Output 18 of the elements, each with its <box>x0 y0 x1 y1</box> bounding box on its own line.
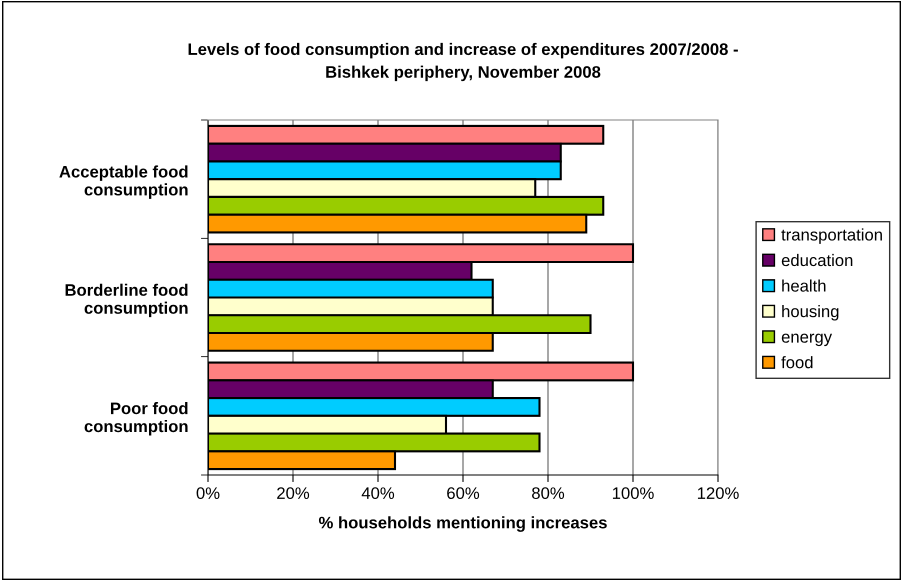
x-tick-label: 80% <box>532 487 564 500</box>
legend-label: health <box>782 279 826 292</box>
x-tick-label: 120% <box>698 487 739 500</box>
x-tick-label: 0% <box>196 487 220 500</box>
legend-label: housing <box>782 305 838 321</box>
x-tick-label: 40% <box>362 487 394 500</box>
x-tick-label: 60% <box>447 487 480 500</box>
chart-title: Levels of food consumption and increase of expenditures 2007/2008 - Bishkek periphery, November 2008 <box>188 42 738 82</box>
legend-label: education <box>782 254 852 266</box>
legend-label: food <box>781 356 812 368</box>
y-tick-label: Acceptable food consumption <box>59 165 188 199</box>
legend-label: transportation <box>781 228 882 244</box>
legend-label: energy <box>782 334 832 346</box>
y-tick-label: Borderline food consumption <box>66 284 188 318</box>
x-tick-label: 100% <box>612 487 654 500</box>
y-tick-label: Poor food consumption <box>84 402 188 436</box>
x-tick-label: 20% <box>277 487 310 500</box>
x-axis-title: % households mentioning increases <box>318 516 607 532</box>
